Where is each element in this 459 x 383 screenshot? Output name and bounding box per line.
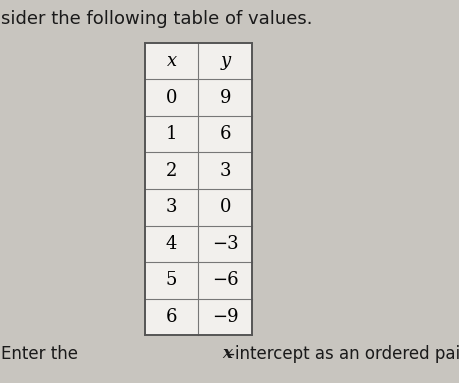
Text: 5: 5	[166, 271, 177, 289]
Text: 4: 4	[166, 235, 177, 253]
Text: 9: 9	[219, 89, 230, 107]
Text: 6: 6	[219, 125, 230, 143]
Text: 2: 2	[166, 162, 177, 180]
Text: -intercept as an ordered pair.: -intercept as an ordered pair.	[229, 345, 459, 363]
Text: 6: 6	[165, 308, 177, 326]
Text: −6: −6	[212, 271, 238, 289]
Text: 3: 3	[219, 162, 230, 180]
Text: x: x	[166, 52, 176, 70]
Text: Enter the: Enter the	[1, 345, 84, 363]
Text: x: x	[222, 345, 232, 362]
Text: 3: 3	[165, 198, 177, 216]
Text: sider the following table of values.: sider the following table of values.	[1, 10, 312, 28]
Text: −9: −9	[212, 308, 238, 326]
Text: y: y	[220, 52, 230, 70]
Text: 0: 0	[219, 198, 230, 216]
Text: 1: 1	[165, 125, 177, 143]
Text: 0: 0	[165, 89, 177, 107]
Text: −3: −3	[212, 235, 238, 253]
